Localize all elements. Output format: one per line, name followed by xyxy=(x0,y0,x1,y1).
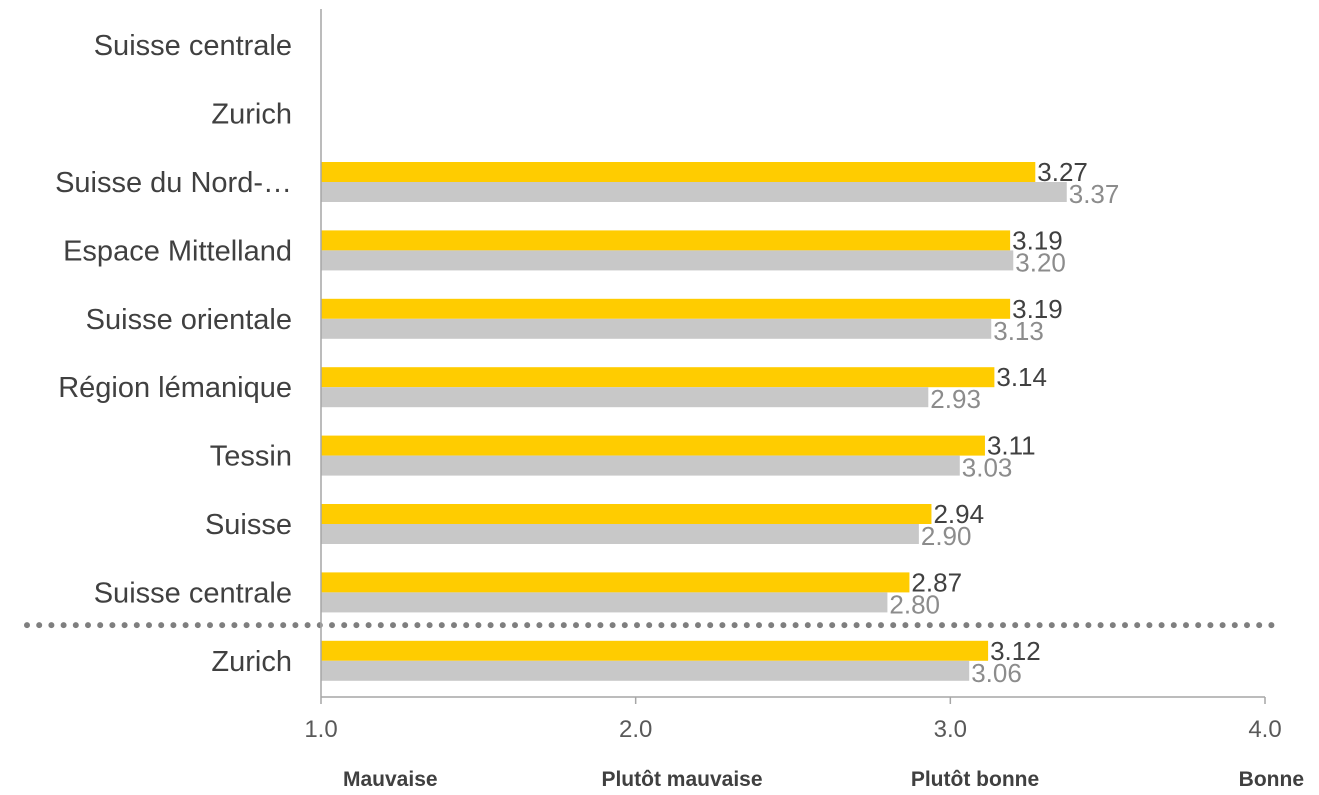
bar-grey xyxy=(321,318,992,339)
scale-labels: Mauvaise Plutôt mauvaise Plutôt bonne Bonne xyxy=(343,768,1304,791)
bar-yellow xyxy=(321,572,910,593)
bar-yellow xyxy=(321,230,1011,251)
x-ticks xyxy=(320,697,1266,704)
bars xyxy=(321,162,1067,681)
category-label: Suisse centrale xyxy=(94,577,292,609)
category-label: Suisse orientale xyxy=(86,304,292,336)
value-labels: 3.273.373.193.203.193.133.142.933.113.03… xyxy=(889,157,1119,688)
x-tick-label: 1.0 xyxy=(304,716,337,743)
scale-label: Plutôt mauvaise xyxy=(601,768,762,791)
bar-grey xyxy=(321,387,929,408)
bar-grey xyxy=(321,592,888,613)
bar-yellow xyxy=(321,435,985,456)
bar-grey xyxy=(321,455,960,476)
data-label: 3.37 xyxy=(1069,179,1120,209)
x-tick-labels: 1.0 2.0 3.0 4.0 xyxy=(304,716,1281,743)
category-label: Espace Mittelland xyxy=(63,235,292,267)
category-label: Suisse xyxy=(205,509,292,541)
bar-grey xyxy=(321,250,1014,271)
category-label: Région lémanique xyxy=(58,372,292,404)
category-label: Zurich xyxy=(211,646,292,678)
data-label: 2.80 xyxy=(889,589,940,619)
bar-grey xyxy=(321,524,919,544)
data-label: 2.93 xyxy=(930,384,981,414)
data-label: 3.06 xyxy=(971,658,1022,688)
data-label: 2.87 xyxy=(911,567,962,597)
bar-grey xyxy=(321,182,1067,202)
scale-label: Plutôt bonne xyxy=(911,768,1039,791)
data-label: 2.94 xyxy=(933,499,984,529)
data-label: 3.19 xyxy=(1012,225,1063,255)
scale-label: Bonne xyxy=(1239,768,1304,791)
data-label: 2.90 xyxy=(921,521,972,551)
category-label: Suisse centrale xyxy=(94,30,292,62)
data-label: 3.27 xyxy=(1037,157,1088,187)
data-label: 3.14 xyxy=(996,362,1047,392)
data-label: 3.20 xyxy=(1015,247,1066,277)
data-label: 3.11 xyxy=(987,431,1036,461)
data-label: 3.13 xyxy=(993,316,1044,346)
category-label: Tessin xyxy=(210,441,292,473)
x-tick-label: 4.0 xyxy=(1248,716,1281,743)
data-label: 3.19 xyxy=(1012,294,1063,324)
x-tick-label: 2.0 xyxy=(619,716,652,743)
category-label: Zurich xyxy=(211,99,292,131)
bar-grey xyxy=(321,660,970,681)
data-label: 3.03 xyxy=(962,453,1013,483)
scale-label: Mauvaise xyxy=(343,768,438,791)
bar-yellow xyxy=(321,162,1036,182)
bar-yellow xyxy=(321,504,932,524)
bar-yellow xyxy=(321,367,995,388)
bar-yellow xyxy=(321,640,989,661)
category-label: Suisse du Nord-… xyxy=(55,167,292,199)
data-label: 3.12 xyxy=(990,636,1041,666)
x-tick-label: 3.0 xyxy=(934,716,967,743)
category-labels: Suisse centrale Zurich Suisse du Nord-… Esp… xyxy=(55,30,292,678)
bar-yellow xyxy=(321,298,1011,319)
